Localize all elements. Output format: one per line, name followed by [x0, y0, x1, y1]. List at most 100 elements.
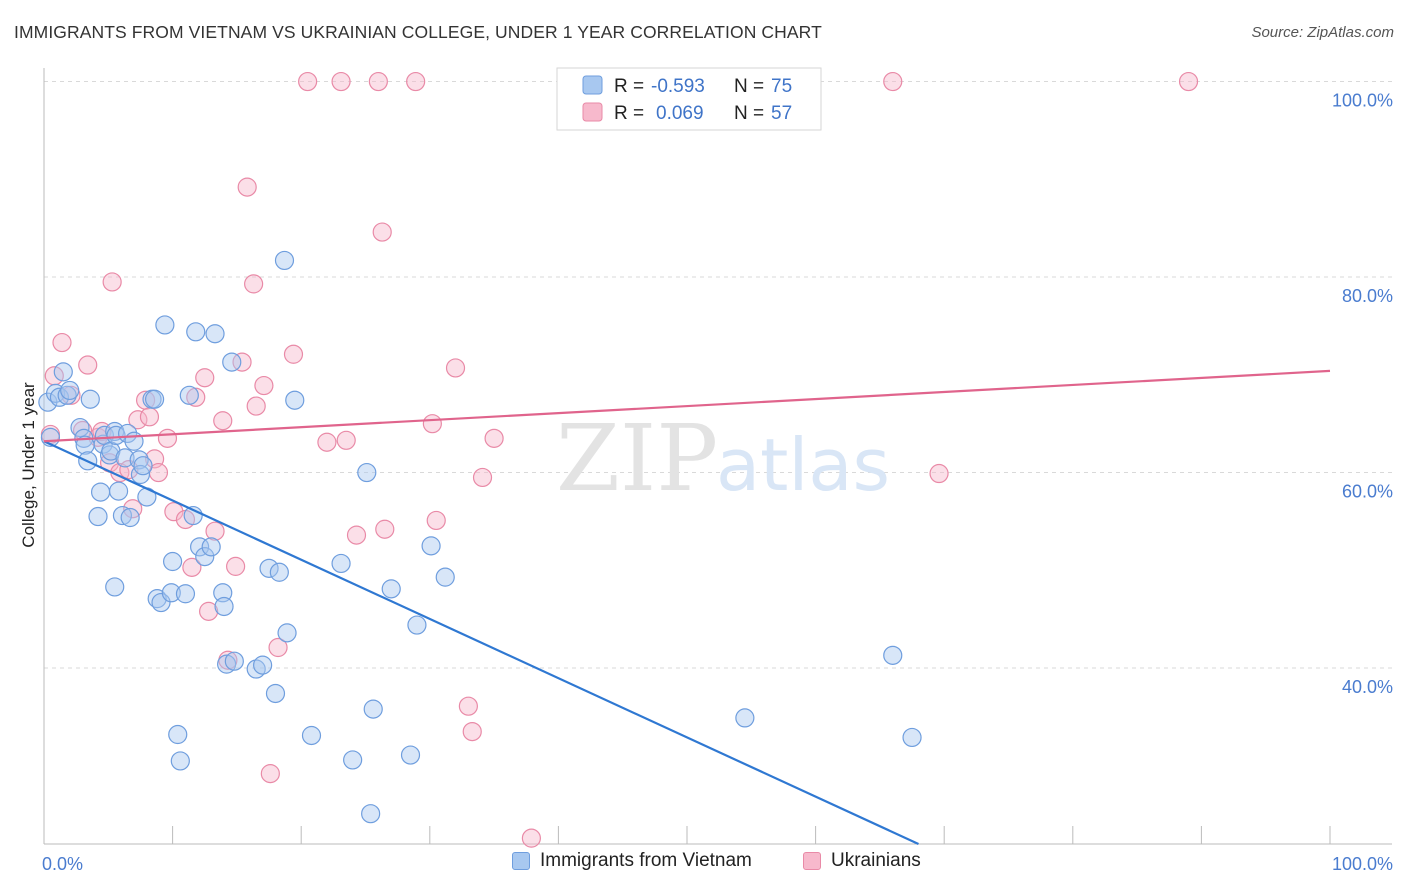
trend-lines: [43, 369, 1331, 845]
point-vietnam: [80, 389, 100, 409]
point-ukrainians: [139, 407, 160, 427]
source-credit: Source: ZipAtlas.com: [1251, 24, 1394, 41]
point-ukrainians: [260, 764, 280, 784]
point-ukrainians: [119, 460, 139, 480]
point-ukrainians: [331, 71, 351, 92]
point-ukrainians: [462, 721, 482, 742]
y-axis-label: College, Under 1 year: [19, 382, 38, 548]
point-ukrainians: [372, 222, 392, 242]
point-vietnam: [49, 387, 70, 407]
point-vietnam: [190, 537, 210, 557]
point-ukrainians: [157, 428, 178, 448]
chart-title: IMMIGRANTS FROM VIETNAM VS UKRAINIAN COL…: [14, 22, 822, 42]
point-vietnam: [277, 623, 297, 643]
point-vietnam: [186, 322, 206, 342]
point-ukrainians: [883, 71, 903, 92]
point-vietnam: [361, 804, 381, 824]
point-vietnam: [214, 596, 234, 617]
legend-r-value-2: 0.069: [656, 103, 704, 124]
legend-bottom: Immigrants from Vietnam Ukrainians: [0, 850, 1406, 880]
legend-r-label-1: R =: [614, 76, 644, 97]
point-vietnam: [163, 551, 183, 572]
grid-lines: [44, 81, 1392, 669]
legend-top: R = -0.593 N = 75 R = 0.069 N = 57: [556, 67, 822, 131]
point-vietnam: [301, 725, 322, 746]
legend-n-label-2: N =: [734, 103, 764, 124]
point-vietnam: [90, 482, 111, 502]
point-vietnam: [179, 385, 199, 405]
point-ukrainians: [929, 463, 949, 484]
point-vietnam: [112, 505, 133, 526]
point-vietnam: [205, 324, 225, 344]
point-vietnam: [331, 553, 351, 574]
point-vietnam: [735, 708, 755, 728]
point-vietnam: [168, 724, 188, 745]
point-ukrainians: [484, 428, 504, 448]
point-ukrainians: [213, 411, 233, 431]
point-vietnam: [357, 462, 377, 483]
point-vietnam: [274, 250, 295, 271]
point-ukrainians: [375, 519, 395, 539]
point-ukrainians: [195, 368, 215, 388]
point-vietnam: [400, 745, 421, 765]
point-ukrainians: [102, 272, 122, 292]
point-vietnam: [269, 562, 289, 582]
legend-r-value-1: -0.593: [651, 76, 705, 97]
point-vietnam: [144, 389, 165, 409]
trend-line-ukrainians: [43, 369, 1331, 443]
point-ukrainians: [205, 521, 225, 541]
axes: [43, 68, 1392, 845]
legend-swatch-pink: [582, 102, 603, 122]
point-vietnam: [195, 547, 215, 567]
point-ukrainians: [406, 71, 426, 92]
point-ukrainians: [199, 601, 219, 621]
point-vietnam: [253, 655, 273, 675]
point-ukrainians: [298, 71, 318, 92]
point-ukrainians: [128, 410, 148, 430]
point-vietnam: [421, 536, 441, 556]
y-tick-label: 80.0%: [1342, 286, 1393, 306]
watermark-zip: ZIP: [556, 405, 718, 512]
trend-line-vietnam: [43, 440, 919, 845]
point-ukrainians: [458, 696, 478, 716]
point-vietnam: [133, 456, 153, 476]
point-vietnam: [343, 750, 363, 770]
x-tick-label-start: 0.0%: [42, 854, 83, 874]
point-vietnam: [60, 380, 80, 401]
point-vietnam: [155, 315, 175, 335]
legend-item-ukrainians[interactable]: Ukrainians: [803, 850, 921, 872]
point-ukrainians: [1178, 71, 1199, 92]
point-ukrainians: [426, 510, 446, 531]
point-vietnam: [175, 584, 196, 604]
point-ukrainians: [226, 556, 246, 576]
point-vietnam: [213, 583, 233, 603]
point-ukrainians: [317, 432, 337, 452]
legend-item-vietnam[interactable]: Immigrants from Vietnam: [512, 850, 752, 872]
point-vietnam: [170, 751, 190, 771]
point-vietnam: [70, 417, 90, 438]
point-ukrainians: [182, 557, 202, 577]
y-tick-label: 100.0%: [1332, 91, 1393, 111]
point-vietnam: [53, 362, 73, 382]
axis-labels: 40.0% 60.0% 80.0% 100.0% 0.0% 100.0%: [42, 91, 1393, 874]
point-vietnam: [222, 352, 242, 372]
point-vietnam: [108, 481, 129, 501]
point-vietnam: [201, 537, 221, 557]
point-ukrainians: [164, 502, 184, 522]
y-tick-label: 60.0%: [1342, 482, 1393, 502]
legend-n-value-2: 57: [771, 103, 792, 124]
point-vietnam: [902, 727, 922, 748]
point-ukrainians: [472, 467, 493, 488]
point-ukrainians: [237, 177, 257, 197]
point-ukrainians: [52, 332, 72, 353]
point-vietnam: [151, 592, 171, 613]
point-ukrainians: [283, 344, 304, 364]
point-ukrainians: [336, 430, 356, 450]
legend-n-value-1: 75: [771, 76, 792, 97]
point-vietnam: [161, 583, 181, 603]
watermark-atlas: atlas: [716, 423, 890, 507]
legend-swatch-ukrainians: [803, 852, 821, 870]
legend-r-label-2: R =: [614, 103, 644, 124]
point-ukrainians: [244, 274, 264, 294]
